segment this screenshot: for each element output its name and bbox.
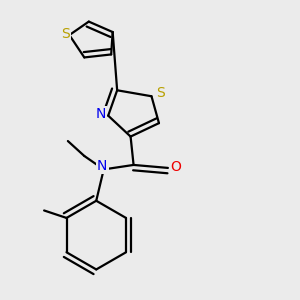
Text: N: N bbox=[97, 159, 107, 173]
Text: S: S bbox=[61, 27, 70, 41]
Text: S: S bbox=[156, 86, 165, 100]
Text: N: N bbox=[95, 107, 106, 121]
Text: O: O bbox=[170, 160, 181, 174]
